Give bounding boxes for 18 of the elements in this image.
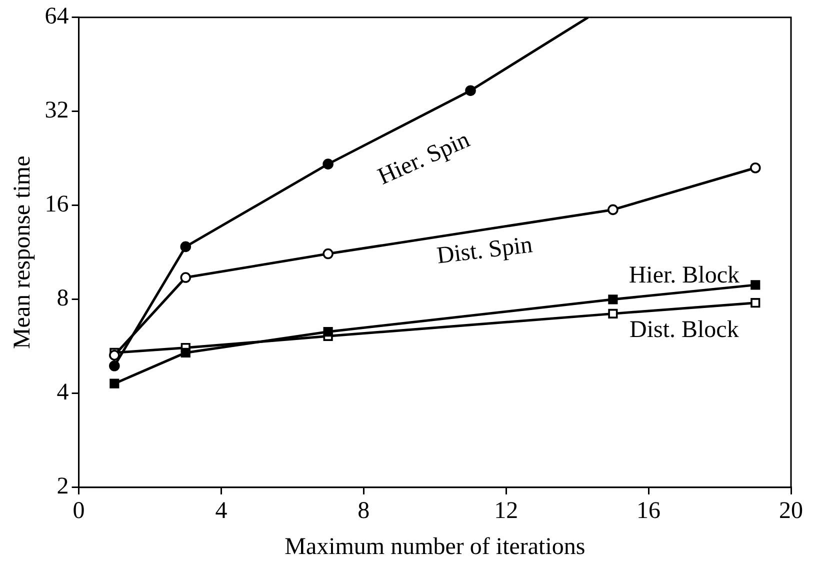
x-tick-label: 12 [494, 498, 518, 524]
y-tick-label: 8 [56, 286, 69, 312]
x-tick-label: 0 [72, 498, 85, 524]
text: Hier. Spin [374, 126, 474, 190]
y-tick-label: 2 [56, 474, 69, 500]
series-label: Dist. Block [630, 317, 739, 344]
text: Dist. Spin [435, 232, 534, 270]
x-tick-label: 16 [636, 498, 661, 524]
x-tick-label: 20 [779, 498, 803, 524]
x-tick-label: 8 [358, 498, 370, 524]
x-tick-label: 4 [215, 498, 228, 524]
y-tick-label: 32 [44, 98, 69, 124]
y-tick-label: 16 [44, 192, 69, 218]
series-label: Hier. Block [628, 262, 740, 288]
y-axis-title: Mean response time [10, 156, 36, 350]
y-tick-label: 64 [44, 4, 69, 30]
y-tick-label: 4 [56, 380, 69, 406]
x-axis-title: Maximum number of iterations [284, 534, 586, 560]
